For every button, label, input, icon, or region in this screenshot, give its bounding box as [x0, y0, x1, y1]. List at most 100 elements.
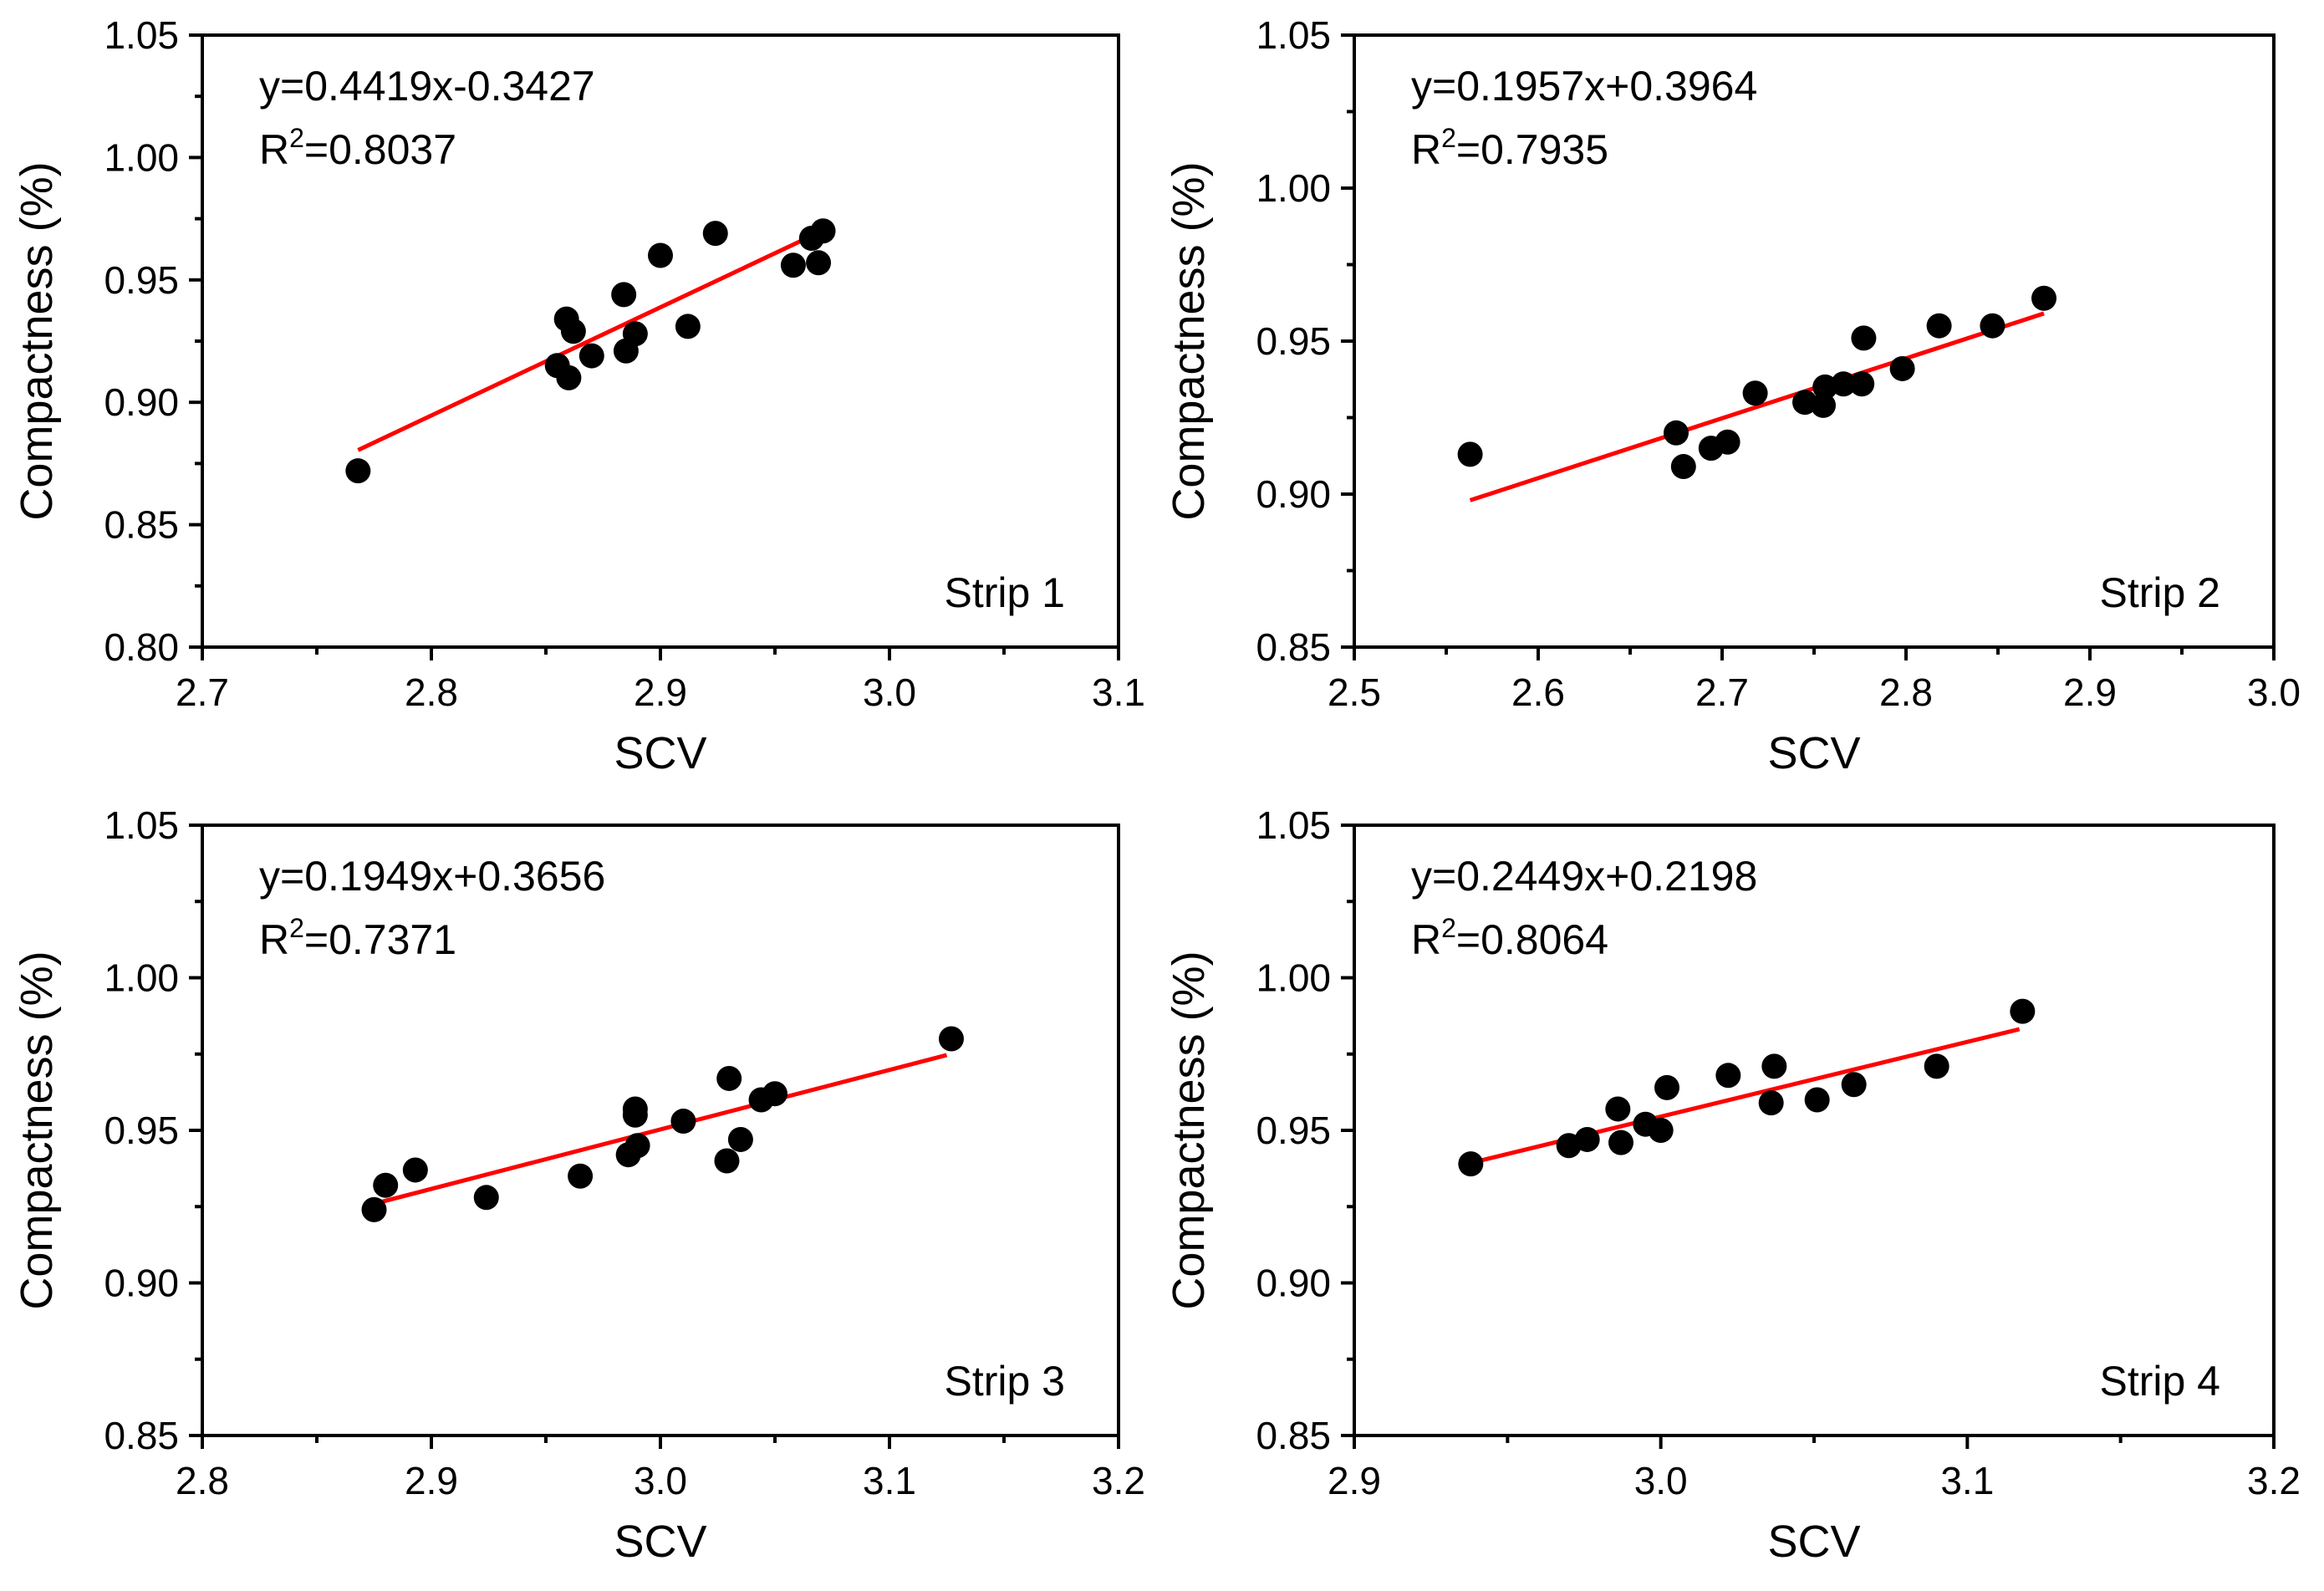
data-point	[1457, 441, 1483, 467]
data-point	[1924, 1053, 1949, 1079]
x-tick-label: 2.6	[1511, 671, 1565, 714]
data-point	[361, 1196, 387, 1222]
y-tick-label: 0.85	[104, 1414, 179, 1457]
data-point	[611, 282, 637, 308]
r-squared-prefix: R	[259, 916, 289, 963]
y-axis-title: Compactness (%)	[1164, 951, 1214, 1309]
fit-equation: y=0.2449x+0.2198	[1411, 853, 1757, 900]
y-tick-label: 1.00	[104, 135, 179, 179]
data-point	[2031, 285, 2056, 311]
data-point	[1926, 313, 1952, 339]
chart-panel-3: 2.8 2.9 3.0 3.1 3.2 0.85 0.90 0.95 1.00 1.05 SCV Co…	[12, 803, 1145, 1567]
data-point	[1849, 371, 1875, 397]
data-point	[675, 314, 701, 339]
y-tick-label: 1.00	[1256, 166, 1331, 210]
y-tick-label: 0.90	[1256, 1262, 1331, 1305]
strip-label: Strip 1	[944, 569, 1065, 616]
data-point	[568, 1163, 594, 1189]
data-point	[1761, 1053, 1787, 1079]
x-tick-label: 3.2	[2247, 1459, 2301, 1502]
x-tick-label: 2.9	[2063, 671, 2117, 714]
x-tick-label: 2.8	[405, 671, 458, 714]
data-point	[1980, 313, 2005, 339]
data-point	[2010, 998, 2036, 1024]
y-axis-title: Compactness (%)	[12, 161, 62, 520]
fit-line	[1470, 1027, 2021, 1165]
data-point	[648, 242, 673, 268]
data-point	[402, 1157, 428, 1183]
x-tick-label: 2.5	[1328, 671, 1381, 714]
data-point	[1664, 420, 1689, 446]
x-tick-label: 3.1	[1940, 1459, 1994, 1502]
data-point	[806, 250, 832, 276]
y-tick-label: 0.95	[104, 258, 179, 302]
data-point	[670, 1109, 696, 1135]
data-point	[702, 221, 728, 247]
data-point	[1758, 1090, 1784, 1116]
r-squared: R2=0.7371	[259, 913, 456, 963]
r-squared-value: =0.8064	[1456, 916, 1608, 963]
data-point	[624, 1133, 650, 1159]
r-squared-prefix: R	[1411, 126, 1441, 173]
data-point	[578, 343, 604, 369]
r-squared: R2=0.7935	[1411, 123, 1608, 173]
data-point	[345, 458, 371, 484]
data-point	[1851, 325, 1877, 351]
chart-panel-4: 2.9 3.0 3.1 3.2 0.85 0.90 0.95 1.00 1.05 SCV Compa…	[1164, 803, 2301, 1567]
data-point	[1742, 380, 1768, 406]
x-tick-label: 2.7	[176, 671, 229, 714]
y-tick-label: 1.05	[1256, 803, 1331, 847]
r-squared-superscript: 2	[289, 913, 304, 943]
data-point	[622, 1096, 648, 1122]
data-point	[373, 1172, 399, 1198]
data-point	[1648, 1118, 1674, 1143]
fit-equation: y=0.1949x+0.3656	[259, 853, 605, 900]
y-tick-label: 0.85	[104, 503, 179, 547]
x-tick-label: 2.8	[176, 1459, 229, 1502]
x-tick-label: 3.0	[863, 671, 916, 714]
r-squared-superscript: 2	[1441, 913, 1456, 943]
fit-line	[373, 1053, 948, 1206]
y-tick-label: 0.80	[104, 625, 179, 669]
data-point	[762, 1081, 787, 1107]
r-squared-prefix: R	[1411, 916, 1441, 963]
data-point	[727, 1126, 753, 1152]
data-point	[1831, 371, 1857, 397]
chart-panel-2: 2.5 2.6 2.7 2.8 2.9 3.0 0.85 0.90 0.95 1.00 1.05 SC…	[1164, 13, 2301, 778]
data-point	[810, 218, 836, 244]
x-axis-title: SCV	[1767, 1517, 1860, 1567]
fit-line	[1469, 311, 2045, 502]
x-axis-title: SCV	[614, 1517, 706, 1567]
x-tick-label: 3.0	[2247, 671, 2301, 714]
r-squared-prefix: R	[259, 126, 289, 173]
r-squared: R2=0.8064	[1411, 913, 1608, 963]
r-squared-superscript: 2	[289, 123, 304, 153]
r-squared-value: =0.7935	[1456, 126, 1608, 173]
y-tick-label: 1.00	[1256, 956, 1331, 1000]
data-point	[1811, 392, 1836, 418]
data-point	[780, 252, 806, 278]
y-tick-label: 0.95	[104, 1109, 179, 1152]
x-tick-label: 2.9	[405, 1459, 458, 1502]
r-squared-value: =0.7371	[304, 916, 456, 963]
data-point	[1605, 1096, 1631, 1122]
data-point	[716, 1065, 742, 1091]
data-point	[938, 1026, 964, 1052]
data-point	[1841, 1072, 1867, 1098]
x-tick-label: 2.9	[1328, 1459, 1381, 1502]
y-tick-label: 1.05	[1256, 13, 1331, 57]
data-point	[1715, 1063, 1741, 1089]
data-point	[560, 319, 586, 344]
x-tick-label: 3.1	[1092, 671, 1145, 714]
y-axis-title: Compactness (%)	[12, 951, 62, 1309]
x-tick-label: 2.9	[634, 671, 687, 714]
fit-equation: y=0.4419x-0.3427	[259, 63, 595, 110]
x-tick-label: 2.7	[1695, 671, 1749, 714]
x-tick-label: 3.1	[863, 1459, 916, 1502]
data-point	[1458, 1151, 1484, 1177]
r-squared-value: =0.8037	[304, 126, 456, 173]
x-axis-title: SCV	[1767, 728, 1860, 778]
y-tick-label: 0.90	[104, 1262, 179, 1305]
data-point	[1804, 1087, 1830, 1113]
